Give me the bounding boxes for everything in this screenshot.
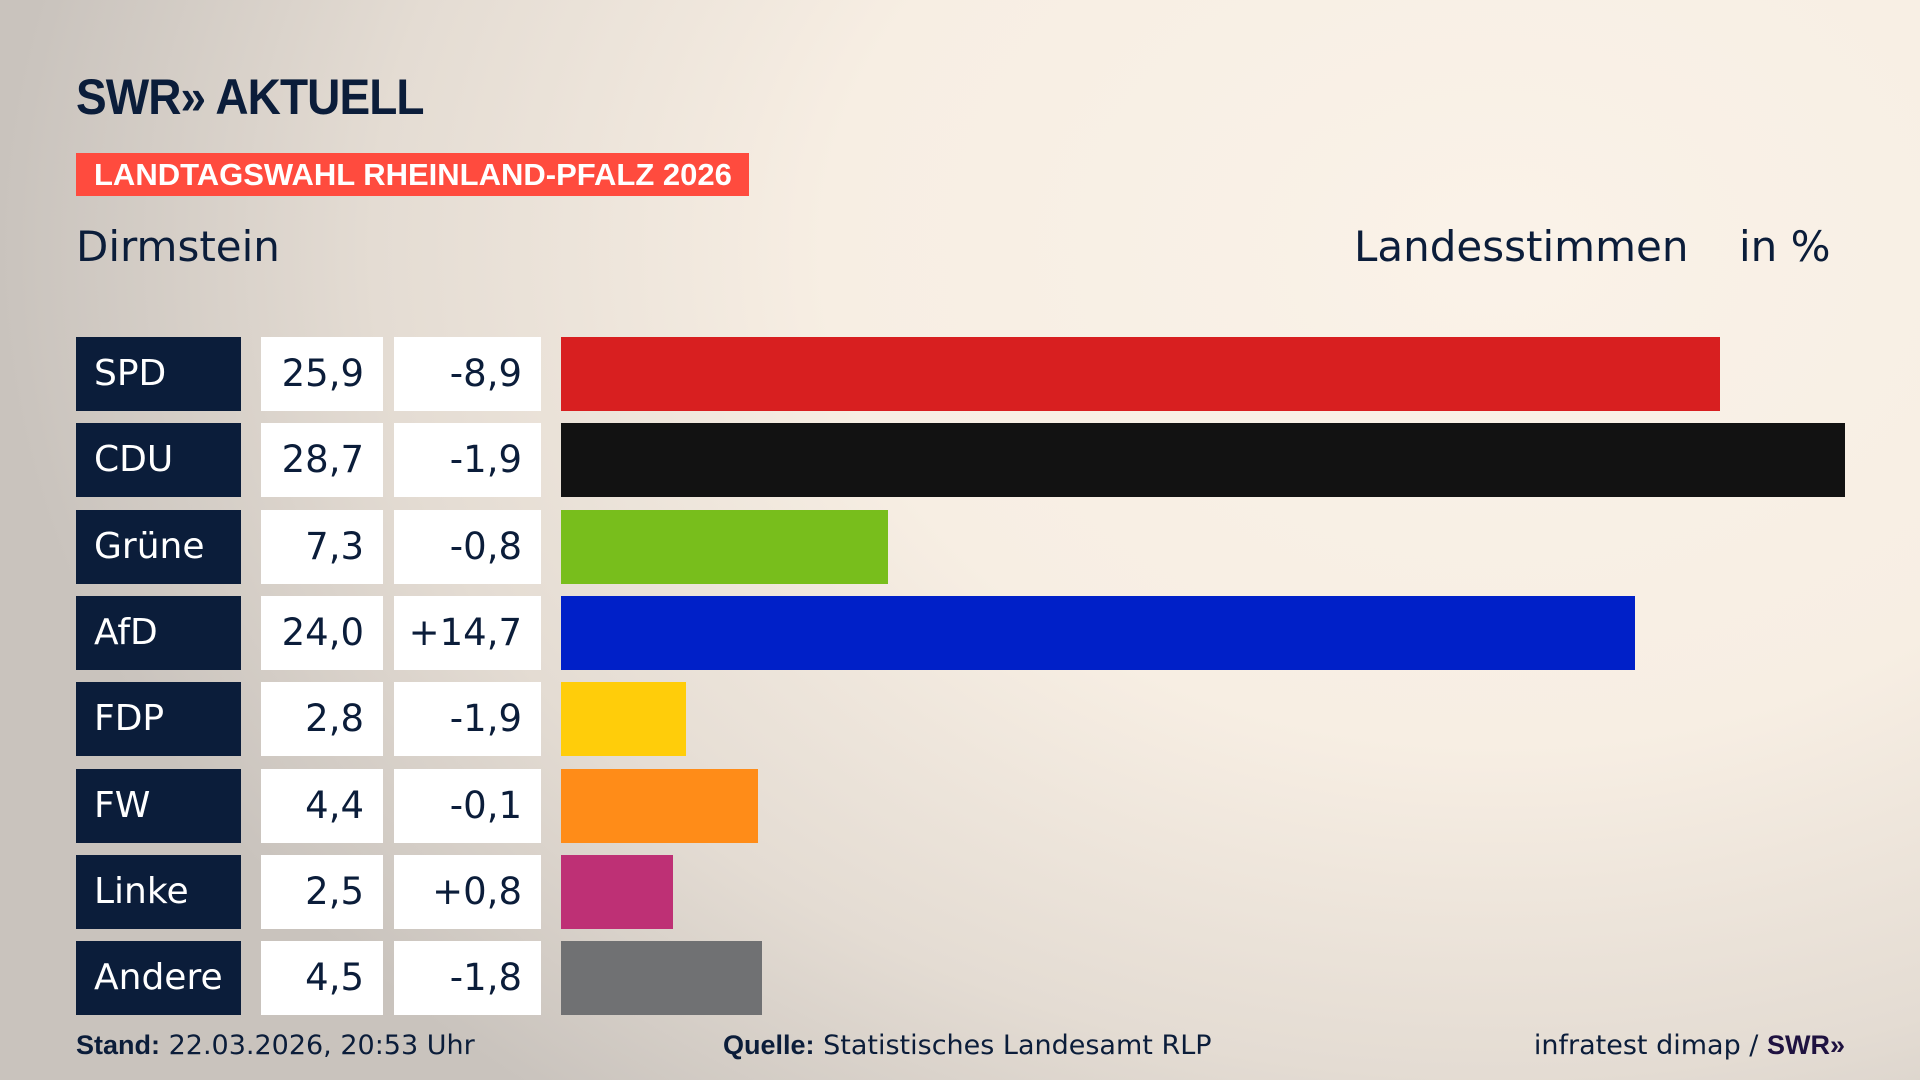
party-label: FDP — [76, 682, 241, 757]
vote-share: 24,0 — [261, 595, 383, 670]
bar-spd — [561, 337, 1720, 411]
source-value: Statistisches Landesamt RLP — [814, 1030, 1212, 1061]
vote-change: -1,9 — [394, 423, 541, 498]
unit-label: in % — [1739, 222, 1831, 271]
vote-share: 2,5 — [261, 854, 383, 929]
vote-change: -0,1 — [394, 768, 541, 843]
metric-label: Landesstimmen — [1354, 222, 1689, 271]
place-title: Dirmstein — [76, 222, 280, 271]
bar-fw — [561, 768, 758, 843]
result-row: Linke 2,5 +0,8 — [0, 854, 1920, 929]
source-label: Quelle: — [723, 1030, 815, 1060]
election-banner: LANDTAGSWAHL RHEINLAND-PFALZ 2026 — [76, 153, 749, 196]
vote-change: -1,9 — [394, 682, 541, 757]
party-label: AfD — [76, 595, 241, 670]
result-row: AfD 24,0 +14,7 — [0, 595, 1920, 670]
vote-change: +0,8 — [394, 854, 541, 929]
bar-grüne — [561, 509, 888, 584]
vote-share: 2,8 — [261, 682, 383, 757]
stand: Stand: 22.03.2026, 20:53 Uhr — [76, 1030, 475, 1061]
party-label: SPD — [76, 337, 241, 411]
credit-text: infratest dimap / — [1533, 1030, 1767, 1061]
vote-share: 4,5 — [261, 941, 383, 1016]
party-label: Grüne — [76, 509, 241, 584]
credit: infratest dimap / SWR» — [1534, 1030, 1845, 1061]
source: Quelle: Statistisches Landesamt RLP — [723, 1030, 1212, 1061]
party-label: FW — [76, 768, 241, 843]
bar-linke — [561, 854, 673, 929]
result-row: Andere 4,5 -1,8 — [0, 941, 1920, 1016]
vote-change: -8,9 — [394, 337, 541, 411]
vote-change: +14,7 — [394, 595, 541, 670]
vote-share: 7,3 — [261, 509, 383, 584]
result-row: SPD 25,9 -8,9 — [0, 337, 1920, 411]
swr-aktuell-logo: SWR» AKTUELL — [76, 69, 424, 125]
vote-share: 28,7 — [261, 423, 383, 498]
bar-andere — [561, 941, 763, 1016]
party-label: Andere — [76, 941, 241, 1016]
vote-change: -0,8 — [394, 509, 541, 584]
result-row: Grüne 7,3 -0,8 — [0, 509, 1920, 584]
stand-label: Stand: — [76, 1030, 160, 1060]
vote-change: -1,8 — [394, 941, 541, 1016]
stand-value: 22.03.2026, 20:53 Uhr — [160, 1030, 475, 1061]
swr-logo-small: SWR» — [1766, 1030, 1845, 1060]
bar-fdp — [561, 682, 687, 757]
vote-share: 4,4 — [261, 768, 383, 843]
vote-share: 25,9 — [261, 337, 383, 411]
bar-cdu — [561, 423, 1845, 498]
bar-afd — [561, 595, 1635, 670]
party-label: Linke — [76, 854, 241, 929]
result-row: FW 4,4 -0,1 — [0, 768, 1920, 843]
result-row: FDP 2,8 -1,9 — [0, 682, 1920, 757]
party-label: CDU — [76, 423, 241, 498]
result-row: CDU 28,7 -1,9 — [0, 423, 1920, 498]
